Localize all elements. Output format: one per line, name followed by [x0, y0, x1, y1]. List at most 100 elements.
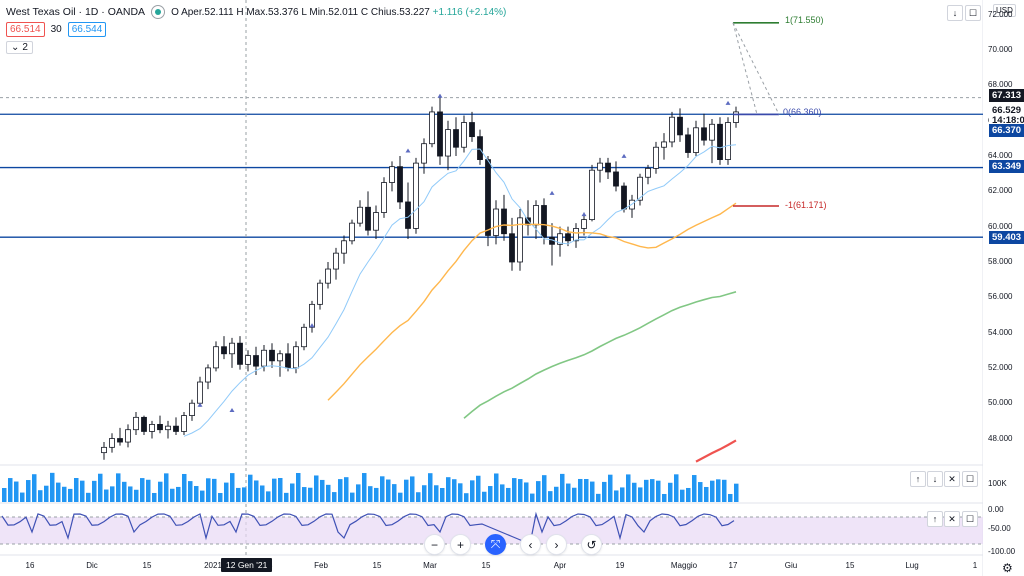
volume-bar [428, 473, 433, 502]
volume-bar [44, 485, 49, 502]
time-axis-label: 16 [25, 561, 35, 570]
price-tag: 67.313 [989, 89, 1024, 102]
candle-body [709, 123, 715, 141]
candle-body [365, 206, 371, 231]
sell-button[interactable]: 66.514 [6, 22, 45, 37]
maximize-pane-button[interactable]: ☐ [965, 5, 981, 21]
currency-label[interactable]: USD [993, 4, 1016, 17]
volume-bar [182, 473, 187, 502]
volume-bar [206, 478, 211, 502]
buy-button[interactable]: 66.544 [67, 22, 107, 37]
candle-body [229, 342, 235, 355]
candle-body [461, 122, 467, 148]
volume-bar [494, 473, 499, 502]
volume-bar [410, 476, 415, 502]
volume-bar [716, 479, 721, 502]
candle-body [541, 205, 547, 238]
time-axis-label: Lug [905, 561, 919, 570]
volume-bar [548, 491, 553, 502]
price-axis-label: 58.000 [988, 256, 1013, 266]
candle-body [181, 415, 187, 432]
osc-maximize-button[interactable]: ☐ [962, 511, 978, 527]
price-tag: 14:18:00 [989, 114, 1024, 127]
candle-body [157, 423, 163, 431]
scroll-left-button[interactable]: ‹ [520, 534, 541, 555]
volume-bar [56, 482, 61, 502]
volume-bar [308, 487, 313, 502]
candle-body [277, 353, 283, 362]
candle-body [493, 208, 499, 236]
volume-axis-label: 100K [988, 479, 1007, 488]
volume-bar [398, 492, 403, 502]
maximize-icon: ☐ [965, 473, 975, 484]
maximize-icon: ☐ [965, 513, 975, 524]
time-axis-label: Apr [553, 561, 567, 570]
candle-body [653, 146, 659, 169]
chevron-down-icon: ⌄ [11, 42, 20, 53]
volume-bar [578, 478, 583, 502]
candle-body [373, 212, 379, 231]
scroll-right-button[interactable]: › [546, 534, 567, 555]
fib-trend-line-a [732, 22, 758, 115]
volume-bar [290, 483, 295, 502]
candle-body [133, 416, 139, 431]
volume-bar [158, 481, 163, 502]
volume-bar [80, 480, 85, 502]
visibility-eye-icon[interactable] [151, 5, 166, 19]
volume-bar [26, 480, 31, 502]
chart-area[interactable] [0, 0, 983, 576]
plus-icon: + [456, 537, 464, 552]
volume-bar [596, 493, 601, 502]
volume-bar [470, 480, 475, 502]
volume-close-button[interactable]: ✕ [944, 471, 960, 487]
symbol-title[interactable]: West Texas Oil · 1D · OANDA [6, 6, 146, 18]
close-icon: ✕ [948, 513, 956, 524]
candle-body [517, 217, 523, 263]
candle-body [397, 166, 403, 203]
price-axis-label: 68.000 [988, 80, 1013, 90]
volume-bar [452, 479, 457, 502]
arrow-down-icon: ↓ [932, 473, 938, 484]
volume-bar [104, 489, 109, 502]
zoom-in-button[interactable]: + [450, 534, 471, 555]
volume-bar [632, 482, 637, 502]
candle-body [205, 367, 211, 383]
candle-body [117, 438, 123, 443]
ma-long-line [463, 291, 737, 419]
volume-bar [698, 482, 703, 502]
price-axis-label: 70.000 [988, 45, 1013, 55]
candle-body [357, 206, 363, 224]
volume-bar [518, 479, 523, 502]
volume-bar [140, 478, 145, 502]
candle-body [101, 446, 107, 454]
price-tag: 63.349 [989, 160, 1024, 173]
volume-move-down-button[interactable]: ↓ [927, 471, 943, 487]
refresh-icon: ↺ [586, 537, 597, 552]
candle-body [197, 381, 203, 404]
indicators-toggle[interactable]: ⌄ 2 [6, 41, 33, 54]
osc-close-button[interactable]: ✕ [944, 511, 960, 527]
reset-view-button[interactable]: ⤧ [485, 534, 506, 555]
candle-body [717, 123, 723, 160]
move-down-button[interactable]: ↓ [947, 5, 963, 21]
chart-canvas[interactable] [0, 0, 983, 576]
zoom-out-button[interactable]: − [424, 534, 445, 555]
volume-bar [710, 480, 715, 502]
crosshair-time-label: 12 Gen '21 [221, 558, 273, 572]
candle-body [285, 353, 291, 369]
gear-icon[interactable]: ⚙ [1002, 561, 1013, 575]
candle-body [581, 219, 587, 229]
candle-body [149, 423, 155, 432]
volume-bar [674, 474, 679, 502]
time-axis-label: 2021 [204, 561, 222, 570]
signal-marker [309, 323, 315, 328]
volume-bar [446, 477, 451, 502]
osc-move-up-button[interactable]: ↑ [927, 511, 943, 527]
refresh-button[interactable]: ↺ [581, 534, 602, 555]
volume-bar [650, 479, 655, 502]
expand-icon: ⤧ [490, 537, 501, 551]
volume-bar [392, 484, 397, 502]
candle-body [509, 233, 515, 263]
volume-move-up-button[interactable]: ↑ [910, 471, 926, 487]
volume-maximize-button[interactable]: ☐ [962, 471, 978, 487]
